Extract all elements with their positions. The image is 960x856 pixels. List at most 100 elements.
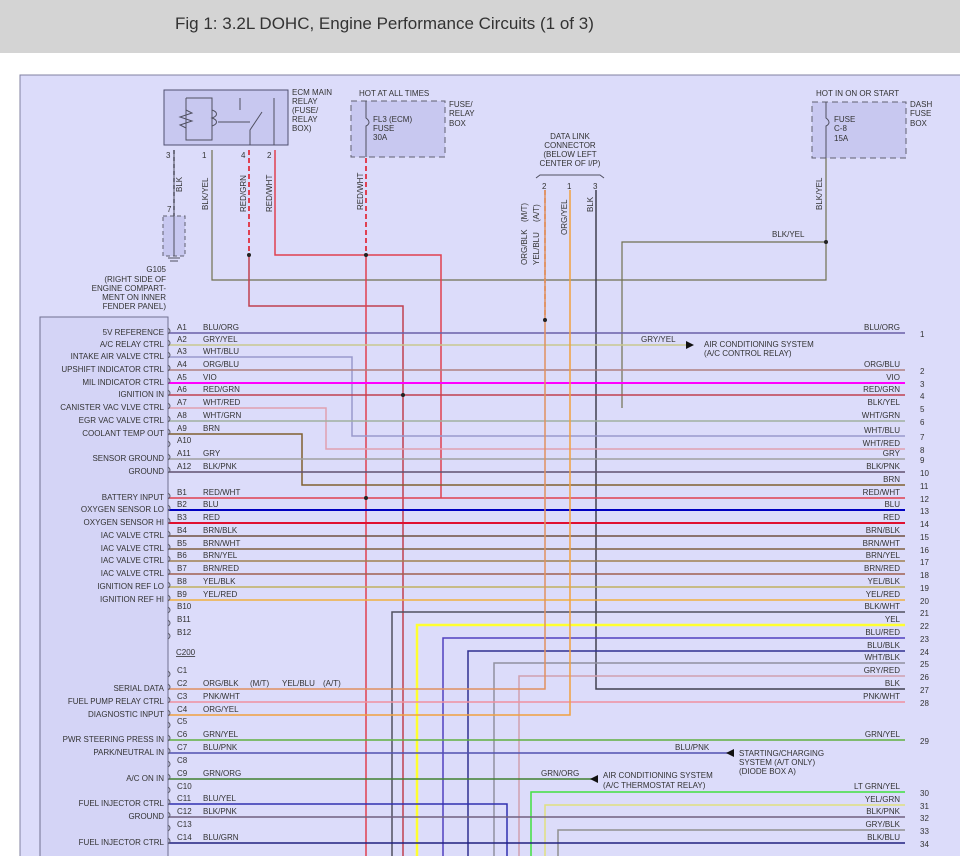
pin-wire-color: GRN/YEL — [203, 730, 239, 739]
endpoint-wire-label: RED/GRN — [863, 385, 900, 394]
pin-wire-color: GRY — [203, 449, 221, 458]
pin-id: A7 — [177, 398, 187, 407]
pin-function: DIAGNOSTIC INPUT — [88, 710, 164, 719]
junction-dot — [401, 393, 405, 397]
pin-wire-color: PNK/WHT — [203, 692, 240, 701]
fuse-label: C-8 — [834, 124, 847, 133]
pin-id: A3 — [177, 347, 187, 356]
starting-arrow: BLU/PNK STARTING/CHARGING SYSTEM (A/T ON… — [675, 743, 824, 776]
endpoint-wire-label: YEL/RED — [866, 590, 900, 599]
endpoint-wire-label: YEL/GRN — [865, 795, 900, 804]
wire-label: BLK — [175, 176, 184, 192]
pin-connector-icon — [167, 709, 171, 717]
wire-label: ORG/BLK — [520, 229, 529, 265]
endpoint-number: 29 — [920, 737, 929, 746]
pin-function: 5V REFERENCE — [103, 328, 164, 337]
wire-label: (M/T) — [520, 203, 529, 222]
wire-label: RED/WHT — [265, 175, 274, 212]
endpoint-wire-label: WHT/GRN — [862, 411, 900, 420]
endpoint-number: 30 — [920, 789, 929, 798]
dlc-label: CENTER OF I/P) — [540, 159, 601, 168]
wire-21 — [391, 611, 905, 856]
pin-function: IGNITION REF LO — [97, 582, 164, 591]
pin-function: FUEL INJECTOR CTRL — [79, 838, 165, 847]
pin-id: C9 — [177, 769, 188, 778]
pin-connector-icon — [167, 632, 171, 640]
pin-id: B2 — [177, 500, 187, 509]
endpoint-wire-label: BRN — [883, 475, 900, 484]
junction-dot — [364, 253, 368, 257]
endpoint-wire-label: BRN/RED — [864, 564, 900, 573]
fuse-label: 30A — [373, 133, 388, 142]
endpoint-wire-label: LT GRN/YEL — [854, 782, 900, 791]
wire-note: YEL/BLU — [282, 679, 315, 688]
endpoint-wire-label: BLK — [885, 679, 901, 688]
figure-title: Fig 1: 3.2L DOHC, Engine Performance Cir… — [175, 14, 594, 33]
pin-number: 7 — [167, 205, 172, 214]
diagram-frame — [19, 74, 960, 856]
pin-connector-icon — [167, 606, 171, 614]
pin-connector-icon — [167, 517, 171, 525]
pin-wire-color: RED/GRN — [203, 385, 240, 394]
pin-connector-icon — [167, 504, 171, 512]
pin-function: IGNITION IN — [118, 390, 164, 399]
wire-33 — [557, 829, 905, 856]
pin-wire-color: ORG/YEL — [203, 705, 239, 714]
pin-id: A2 — [177, 335, 187, 344]
endpoint-number: 27 — [920, 686, 929, 695]
endpoint-wire-label: GRY/RED — [864, 666, 901, 675]
pin-wire-color: BLU/PNK — [203, 743, 238, 752]
wire-label: RED/WHT — [356, 173, 365, 210]
endpoint-wire-label: RED — [883, 513, 900, 522]
endpoint-number: 34 — [920, 840, 929, 849]
pin-wire-color: BRN/YEL — [203, 551, 238, 560]
pin-wire-color: GRY/YEL — [203, 335, 238, 344]
arrow-left-icon — [726, 749, 734, 757]
endpoint-number: 17 — [920, 558, 929, 567]
ground-label: ENGINE COMPART- — [92, 284, 167, 293]
endpoint-wire-label: RED/WHT — [863, 488, 900, 497]
pin-connector-icon — [167, 773, 171, 781]
pin-wire-color: BLU/ORG — [203, 323, 239, 332]
connector-label: C200 — [176, 648, 196, 657]
pin-function: IAC VALVE CTRL — [101, 569, 165, 578]
endpoint-number: 3 — [920, 380, 925, 389]
wire-26 — [518, 675, 905, 856]
pin-connector-icon — [167, 670, 171, 678]
pin-id: C4 — [177, 705, 188, 714]
pin-function: SENSOR GROUND — [92, 454, 164, 463]
wire-label: ORG/YEL — [560, 199, 569, 235]
endpoint-number: 16 — [920, 546, 929, 555]
pin-connector-icon — [167, 786, 171, 794]
endpoint-number: 26 — [920, 673, 929, 682]
pin-id: C1 — [177, 666, 188, 675]
pin-wire-color: WHT/BLU — [203, 347, 239, 356]
pin-number: 1 — [202, 151, 207, 160]
header-bar: Fig 1: 3.2L DOHC, Engine Performance Cir… — [0, 0, 960, 53]
pin-connector-icon — [167, 440, 171, 448]
ac-thermostat-arrow: GRN/ORG AIR CONDITIONING SYSTEM (A/C THE… — [541, 769, 713, 790]
wires-layer — [168, 150, 905, 856]
pin-id: C13 — [177, 820, 192, 829]
ground-label: G105 — [146, 265, 166, 274]
pin-connector-icon — [167, 683, 171, 691]
wire-25 — [493, 662, 905, 856]
pin-function: CANISTER VAC VLVE CTRL — [60, 403, 164, 412]
endpoint-number: 15 — [920, 533, 929, 542]
pin-id: C2 — [177, 679, 188, 688]
junction-dot — [543, 318, 547, 322]
pin-function: FUEL PUMP RELAY CTRL — [68, 697, 165, 706]
pin-connector-icon — [167, 760, 171, 768]
pin-wire-color: YEL/RED — [203, 590, 237, 599]
wire-label: GRN/ORG — [541, 769, 579, 778]
pin-wire-color: VIO — [203, 373, 217, 382]
pin-number: 4 — [241, 151, 246, 160]
destination-label: (DIODE BOX A) — [739, 767, 796, 776]
wire-blk-yel — [211, 150, 827, 281]
pin-wire-color: YEL/BLK — [203, 577, 236, 586]
pin-id: C8 — [177, 756, 188, 765]
data-link-connector: DATA LINK CONNECTOR (BELOW LEFT CENTER O… — [520, 132, 605, 265]
pin-wire-color: WHT/RED — [203, 398, 241, 407]
pin-wire-color: ORG/BLU — [203, 360, 239, 369]
endpoint-wire-label: WHT/BLK — [864, 653, 900, 662]
